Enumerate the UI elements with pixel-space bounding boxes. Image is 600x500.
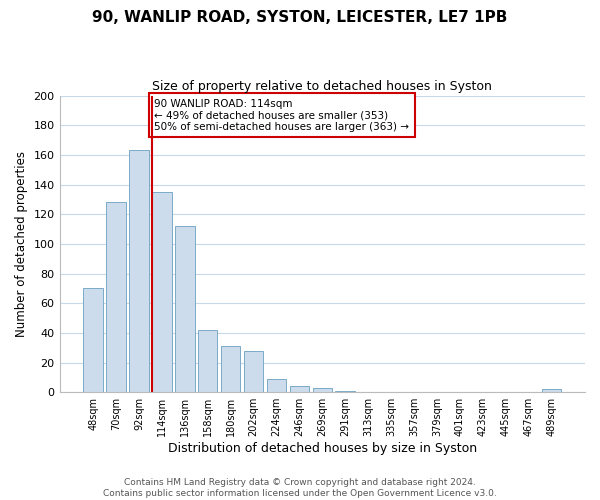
Bar — [290, 386, 309, 392]
Y-axis label: Number of detached properties: Number of detached properties — [15, 151, 28, 337]
Bar — [244, 350, 263, 392]
Bar — [152, 192, 172, 392]
Bar — [335, 390, 355, 392]
X-axis label: Distribution of detached houses by size in Syston: Distribution of detached houses by size … — [168, 442, 477, 455]
Bar — [175, 226, 194, 392]
Bar — [198, 330, 217, 392]
Text: Contains HM Land Registry data © Crown copyright and database right 2024.
Contai: Contains HM Land Registry data © Crown c… — [103, 478, 497, 498]
Text: 90, WANLIP ROAD, SYSTON, LEICESTER, LE7 1PB: 90, WANLIP ROAD, SYSTON, LEICESTER, LE7 … — [92, 10, 508, 25]
Title: Size of property relative to detached houses in Syston: Size of property relative to detached ho… — [152, 80, 492, 93]
Bar — [106, 202, 126, 392]
Bar — [542, 389, 561, 392]
Bar — [267, 379, 286, 392]
Text: 90 WANLIP ROAD: 114sqm
← 49% of detached houses are smaller (353)
50% of semi-de: 90 WANLIP ROAD: 114sqm ← 49% of detached… — [154, 98, 409, 132]
Bar — [83, 288, 103, 392]
Bar — [313, 388, 332, 392]
Bar — [129, 150, 149, 392]
Bar — [221, 346, 241, 392]
